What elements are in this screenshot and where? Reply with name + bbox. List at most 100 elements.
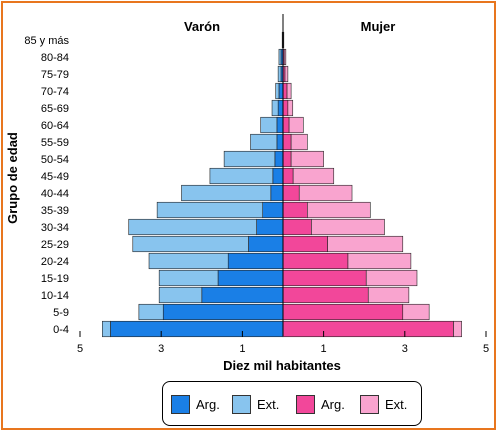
y-tick-label: 35-39 <box>41 205 69 217</box>
bar-mujer-ext <box>367 286 410 304</box>
bar-mujer-arg <box>282 252 349 270</box>
bar-mujer-ext <box>402 303 430 321</box>
bar-varon-arg <box>248 235 284 253</box>
y-tick-label: 15-19 <box>41 273 69 285</box>
bar-mujer-arg <box>282 184 300 202</box>
bar-varon-ext <box>156 201 263 219</box>
x-tick-label: 3 <box>402 343 408 355</box>
legend-item-mujer-arg: Arg. <box>296 395 345 414</box>
legend: Arg. Ext. Arg. Ext. <box>162 381 422 426</box>
legend-label: Arg. <box>196 397 220 412</box>
bar-mujer-ext <box>307 201 371 219</box>
y-tick-label: 30-34 <box>41 222 69 234</box>
bar-mujer-ext <box>347 252 412 270</box>
y-tick-label: 40-44 <box>41 188 69 200</box>
y-tick-label: 65-69 <box>41 103 69 115</box>
bar-mujer-ext <box>287 99 294 117</box>
y-tick-label: 25-29 <box>41 239 69 251</box>
bar-mujer-arg <box>282 235 328 253</box>
bar-varon-ext <box>260 116 278 134</box>
bar-varon-ext <box>132 235 249 253</box>
x-axis-label: Diez mil habitantes <box>223 358 341 373</box>
bar-varon-ext <box>181 184 272 202</box>
bar-mujer-ext <box>298 184 353 202</box>
bar-varon-arg <box>201 286 284 304</box>
bar-varon-arg <box>217 269 284 287</box>
bar-varon-ext <box>158 269 219 287</box>
x-tick-label: 1 <box>239 343 245 355</box>
bar-mujer-ext <box>284 65 289 83</box>
bar-varon-arg <box>162 303 284 321</box>
bar-varon-ext <box>271 99 279 117</box>
bar-mujer-ext <box>290 150 324 168</box>
y-tick-label: 50-54 <box>41 154 69 166</box>
bar-varon-ext <box>223 150 276 168</box>
legend-item-varon-arg: Arg. <box>171 395 220 414</box>
y-axis-label: Grupo de edad <box>5 132 20 224</box>
x-tick-label: 5 <box>483 343 489 355</box>
y-tick-label: 5-9 <box>53 307 69 319</box>
x-tick-label: 1 <box>321 343 327 355</box>
bar-varon-ext <box>278 48 282 66</box>
y-tick-label: 75-79 <box>41 69 69 81</box>
bar-varon-arg <box>110 320 284 338</box>
bar-mujer-arg <box>282 82 288 100</box>
legend-label: Arg. <box>321 397 345 412</box>
bar-varon-arg <box>276 133 284 151</box>
x-tick-label: 3 <box>158 343 164 355</box>
bar-varon-ext <box>250 133 278 151</box>
bar-varon-arg <box>278 82 284 100</box>
bar-mujer-arg <box>282 286 369 304</box>
bar-mujer-arg <box>282 320 454 338</box>
bar-mujer-arg <box>282 201 308 219</box>
legend-swatch <box>232 395 251 414</box>
bar-mujer-ext <box>453 320 462 338</box>
y-tick-label: 85 y más <box>24 35 69 47</box>
legend-swatch <box>296 395 315 414</box>
right-side-label: Mujer <box>361 19 396 34</box>
bar-varon-ext <box>148 252 229 270</box>
bar-varon-ext <box>275 82 280 100</box>
bar-mujer-arg <box>282 303 404 321</box>
y-tick-label: 55-59 <box>41 137 69 149</box>
bar-varon-arg <box>276 116 284 134</box>
y-tick-label: 10-14 <box>41 290 69 302</box>
bar-mujer-ext <box>286 82 292 100</box>
bar-varon-arg <box>270 184 284 202</box>
legend-label: Ext. <box>257 397 280 412</box>
bar-varon-arg <box>227 252 284 270</box>
legend-swatch <box>171 395 190 414</box>
bar-varon-ext <box>138 303 164 321</box>
bar-mujer-arg <box>282 116 290 134</box>
bar-mujer-arg <box>282 99 289 117</box>
bar-mujer-ext <box>311 218 385 236</box>
bar-varon-arg <box>274 150 284 168</box>
y-tick-label: 70-74 <box>41 86 69 98</box>
bar-mujer-ext <box>327 235 404 253</box>
y-tick-label: 20-24 <box>41 256 69 268</box>
bar-mujer-arg <box>282 269 367 287</box>
bar-mujer-ext <box>365 269 418 287</box>
x-tick-label: 5 <box>77 343 83 355</box>
bar-varon-arg <box>262 201 284 219</box>
bar-mujer-arg <box>282 133 292 151</box>
legend-item-mujer-ext: Ext. <box>360 395 407 414</box>
bar-mujer-arg <box>282 150 292 168</box>
y-tick-label: 80-84 <box>41 52 69 64</box>
left-side-label: Varón <box>184 19 220 34</box>
y-tick-label: 0-4 <box>53 324 69 336</box>
bar-mujer-ext <box>290 133 308 151</box>
bar-varon-ext <box>102 320 111 338</box>
bar-varon-ext <box>158 286 203 304</box>
bar-varon-ext <box>277 65 282 83</box>
bar-varon-arg <box>256 218 284 236</box>
bar-mujer-ext <box>283 48 287 66</box>
bar-mujer-arg <box>282 218 312 236</box>
bar-varon-arg <box>272 167 284 185</box>
y-tick-label: 45-49 <box>41 171 69 183</box>
legend-item-varon-ext: Ext. <box>232 395 279 414</box>
bar-mujer-arg <box>282 167 294 185</box>
bar-varon-ext <box>128 218 257 236</box>
bar-mujer-ext <box>292 167 335 185</box>
